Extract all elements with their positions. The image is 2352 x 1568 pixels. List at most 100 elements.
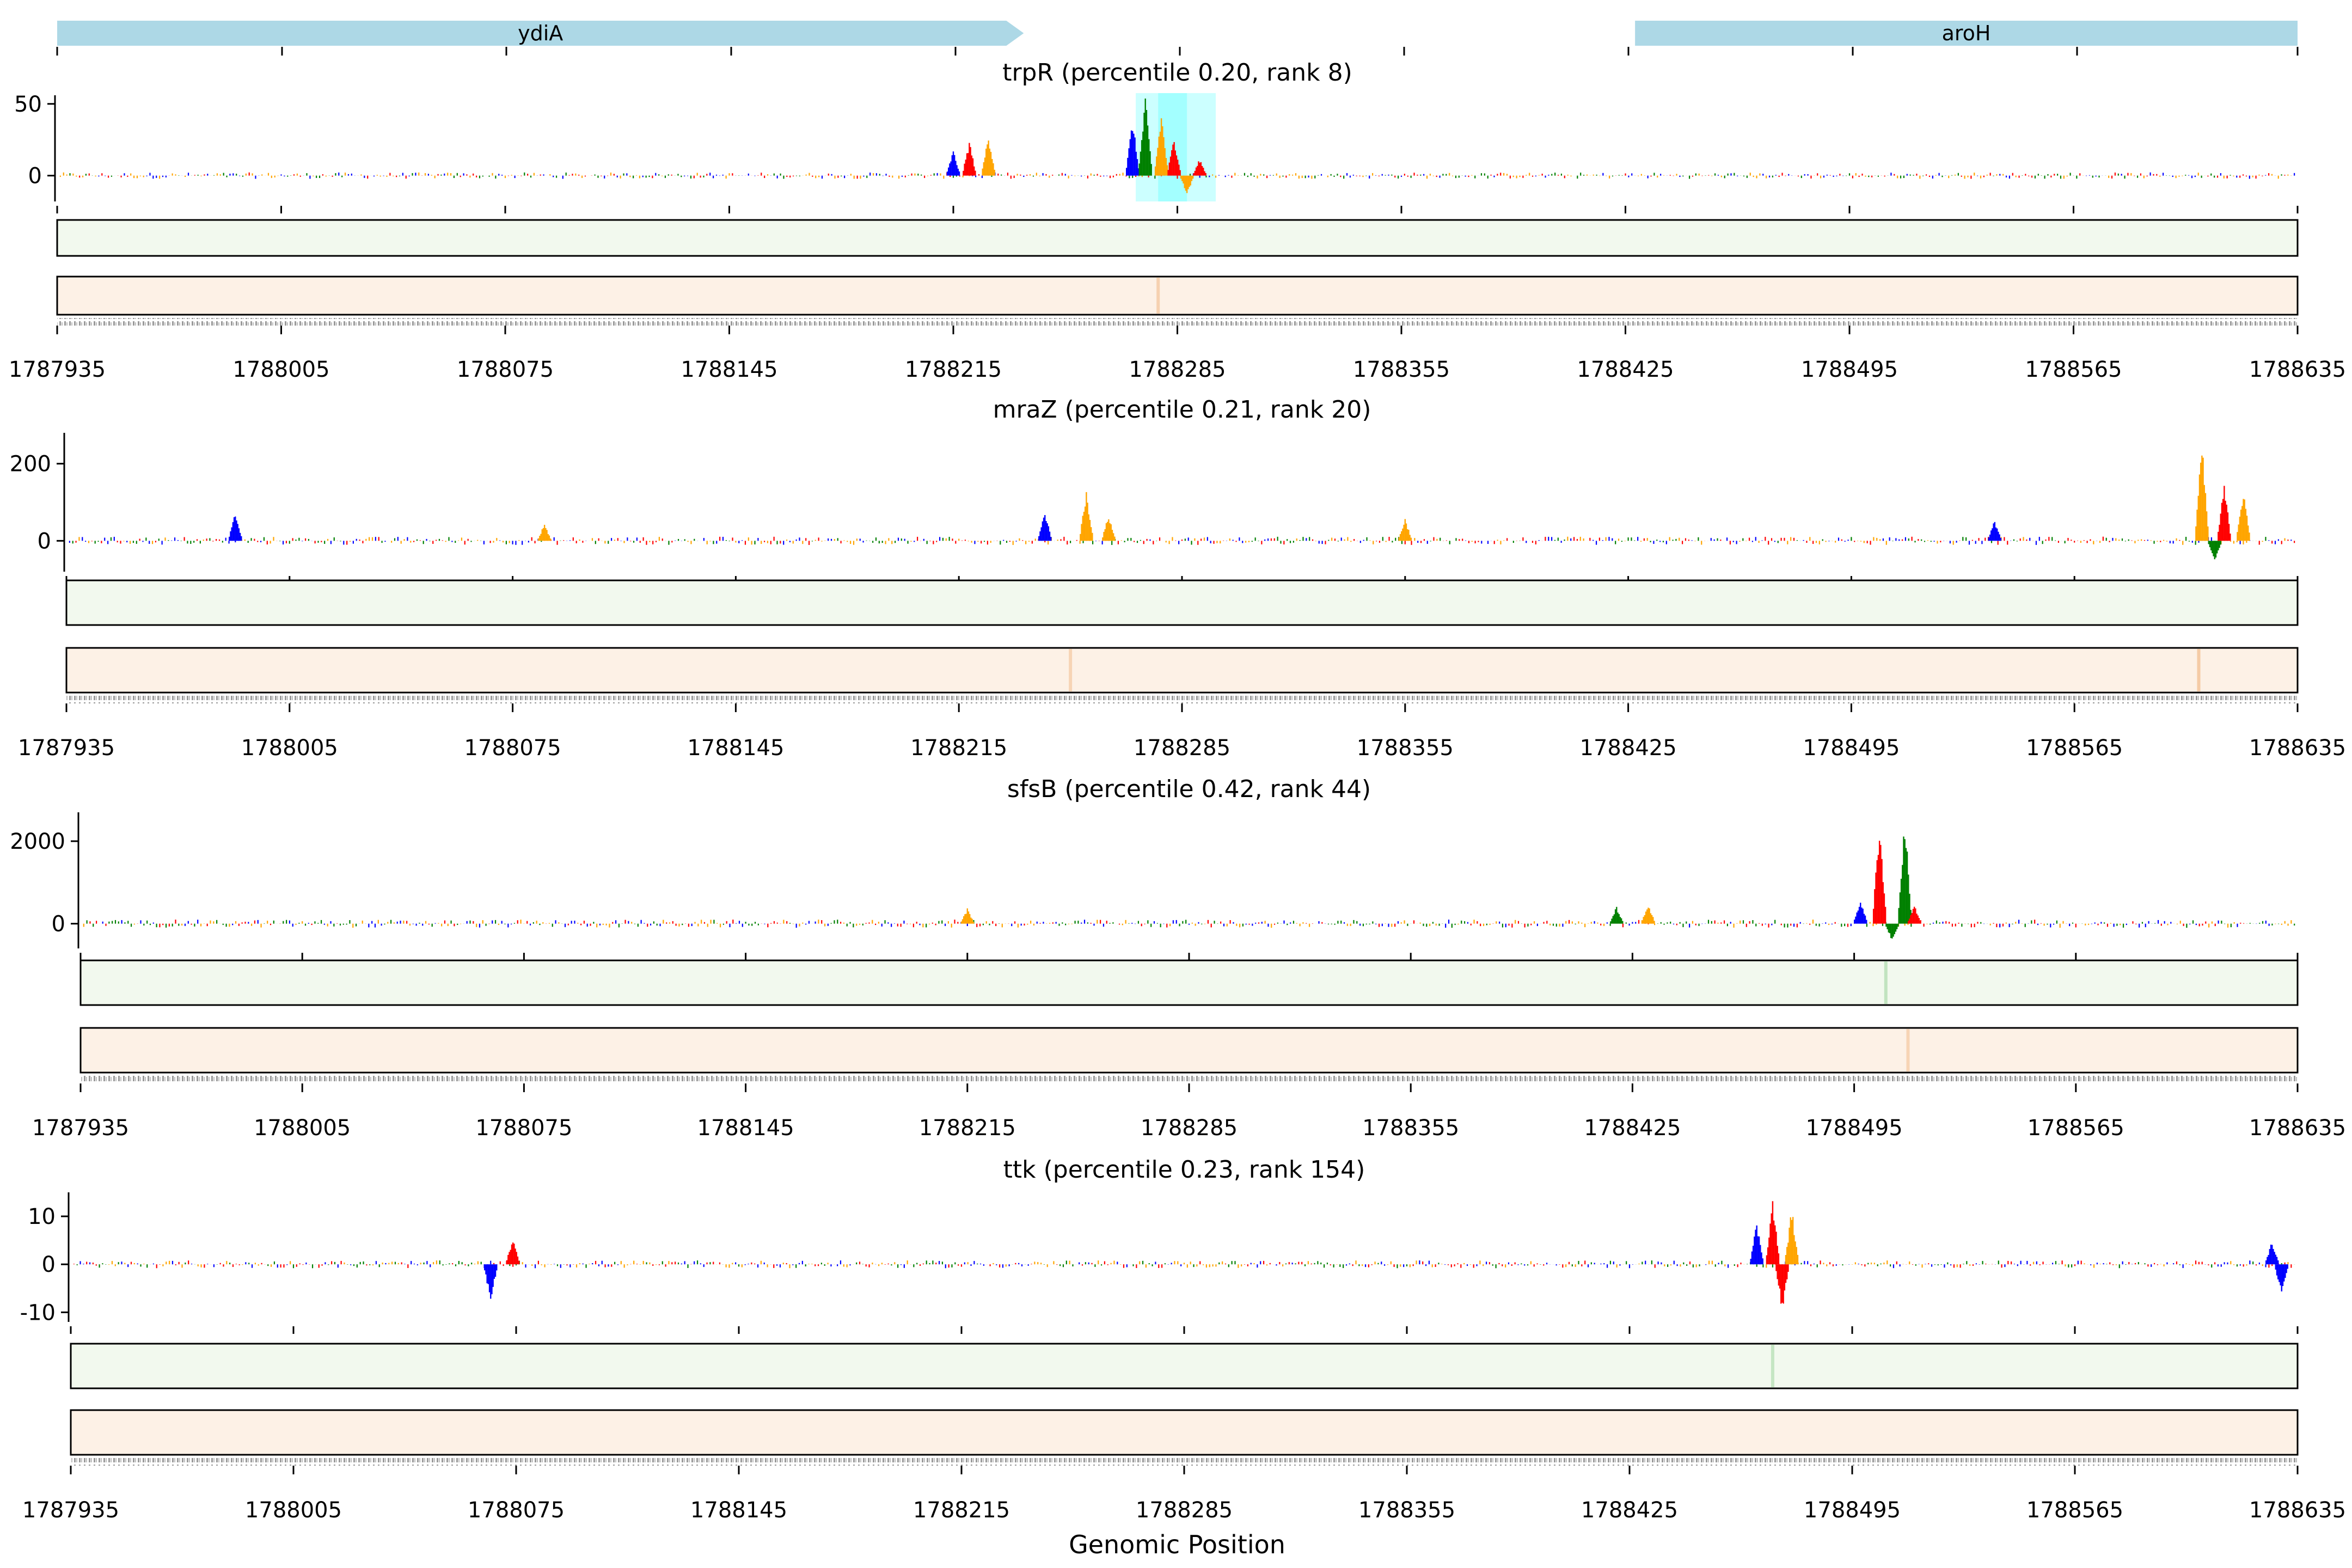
- y-tick-label: 10: [28, 1204, 56, 1229]
- track-highlights: [1884, 961, 1910, 1071]
- track-highlight-line: [1884, 961, 1888, 1004]
- panel-mraZ: mraZ (percentile 0.21, rank 20) 200 0 17…: [10, 396, 2346, 761]
- x-tick-label: 1788075: [464, 736, 561, 761]
- y-axis: 200 0: [10, 452, 51, 554]
- x-tick-label: 1788075: [475, 1116, 572, 1141]
- panel-sfsB: sfsB (percentile 0.42, rank 44) 2000 0 1…: [10, 775, 2346, 1141]
- gene-annotation-track: ydiA aroH: [56, 21, 2299, 56]
- track-highlights: [1069, 649, 2201, 691]
- track-orange: [56, 275, 2299, 316]
- x-tick-label: 1788285: [1134, 736, 1230, 761]
- sequence-strip: [81, 1076, 2298, 1083]
- x-tick-label: 1788565: [2026, 736, 2123, 761]
- x-tick-label: 1788355: [1353, 357, 1450, 382]
- gene-arrow-ydiA: [57, 21, 1024, 46]
- sequence-strip: [57, 318, 2298, 326]
- sequence-strip: [71, 1458, 2298, 1466]
- x-tick-label: 1787935: [22, 1498, 119, 1523]
- x-tick-label: 1788215: [913, 1498, 1010, 1523]
- track-highlight-line: [1069, 649, 1073, 691]
- track-highlights: [1771, 1345, 1774, 1387]
- x-tick-label: 1787935: [18, 736, 115, 761]
- x-tick-label: 1788215: [910, 736, 1007, 761]
- y-tick-label: 0: [42, 1252, 56, 1277]
- x-tick-label: 1788145: [687, 736, 784, 761]
- attribution-plot: [57, 433, 2299, 712]
- x-tick-label: 1788285: [1141, 1116, 1238, 1141]
- track-green: [65, 579, 2299, 626]
- x-tick-label: 1788215: [919, 1116, 1016, 1141]
- y-tick-label: 200: [10, 452, 51, 477]
- track-highlight-line: [1156, 278, 1160, 314]
- x-tick-label: 1788355: [1358, 1498, 1455, 1523]
- panel-title: trpR (percentile 0.20, rank 8): [1002, 59, 1352, 87]
- x-tick-label: 1788215: [905, 357, 1002, 382]
- track-green: [56, 219, 2299, 257]
- track-orange: [65, 647, 2299, 694]
- gene-ydiA: ydiA: [57, 21, 1024, 46]
- x-tick-label: 1787935: [9, 357, 106, 382]
- x-tick-label: 1788005: [254, 1116, 351, 1141]
- x-axis: 1787935 1788005 1788075 1788145 1788215 …: [32, 1116, 2346, 1141]
- x-tick-label: 1788005: [232, 357, 329, 382]
- x-tick-label: 1788635: [2249, 1116, 2346, 1141]
- gene-row-ticks: [56, 47, 2299, 56]
- x-tick-label: 1788565: [2028, 1116, 2124, 1141]
- x-tick-label: 1788635: [2249, 357, 2346, 382]
- panel-title: ttk (percentile 0.23, rank 154): [1003, 1156, 1365, 1184]
- y-tick-label: 0: [38, 529, 51, 554]
- track-highlights: [1156, 278, 1160, 314]
- attribution-plot: [47, 93, 2299, 334]
- x-tick-label: 1788495: [1804, 1498, 1901, 1523]
- track-highlight-line: [1771, 1345, 1774, 1387]
- y-axis: 50 0: [14, 92, 42, 189]
- panel-trpR: trpR (percentile 0.20, rank 8) 50 0 1787…: [9, 59, 2346, 382]
- track-highlight-line: [2197, 649, 2201, 691]
- x-tick-label: 1788565: [2026, 1498, 2123, 1523]
- x-tick-label: 1788355: [1362, 1116, 1459, 1141]
- y-tick-label: 50: [14, 92, 42, 117]
- x-axis: 1787935 1788005 1788075 1788145 1788215 …: [22, 1498, 2346, 1523]
- sequence-strip: [66, 696, 2298, 703]
- x-tick-label: 1788145: [690, 1498, 787, 1523]
- y-tick-label: 0: [28, 164, 42, 189]
- x-tick-label: 1788635: [2249, 736, 2346, 761]
- x-axis: 1787935 1788005 1788075 1788145 1788215 …: [18, 736, 2346, 761]
- y-tick-label: 2000: [10, 829, 65, 854]
- x-tick-label: 1788075: [457, 357, 554, 382]
- x-tick-label: 1788495: [1803, 736, 1900, 761]
- x-tick-label: 1788005: [241, 736, 338, 761]
- x-tick-label: 1788495: [1801, 357, 1898, 382]
- x-tick-label: 1788565: [2025, 357, 2122, 382]
- track-orange: [70, 1409, 2299, 1456]
- gene-label-ydiA: ydiA: [518, 21, 563, 45]
- x-tick-label: 1788425: [1584, 1116, 1681, 1141]
- panel-title: sfsB (percentile 0.42, rank 44): [1007, 775, 1371, 803]
- y-tick-label: -10: [20, 1300, 56, 1325]
- x-tick-label: 1788145: [697, 1116, 794, 1141]
- x-tick-label: 1788285: [1129, 357, 1226, 382]
- y-axis: 10 0 -10: [20, 1204, 56, 1325]
- track-green: [70, 1343, 2299, 1389]
- x-tick-label: 1788425: [1577, 357, 1674, 382]
- x-tick-label: 1788145: [681, 357, 777, 382]
- x-tick-label: 1788425: [1580, 736, 1677, 761]
- attribution-plot: [71, 812, 2299, 1092]
- x-tick-label: 1788355: [1357, 736, 1454, 761]
- x-tick-label: 1787935: [32, 1116, 129, 1141]
- track-orange: [79, 1027, 2299, 1074]
- x-tick-label: 1788285: [1136, 1498, 1233, 1523]
- attribution-plot: [61, 1192, 2299, 1474]
- x-tick-label: 1788635: [2249, 1498, 2346, 1523]
- gene-label-aroH: aroH: [1942, 21, 1991, 45]
- x-tick-label: 1788075: [468, 1498, 565, 1523]
- x-tick-label: 1788005: [245, 1498, 342, 1523]
- track-highlight-line: [1906, 1029, 1910, 1071]
- x-axis: 1787935 1788005 1788075 1788145 1788215 …: [9, 357, 2346, 382]
- y-tick-label: 0: [52, 912, 65, 937]
- x-axis-title: Genomic Position: [1069, 1530, 1285, 1559]
- gene-aroH: aroH: [1635, 21, 2298, 46]
- y-axis: 2000 0: [10, 829, 65, 937]
- panel-ttk: ttk (percentile 0.23, rank 154) 10 0 -10…: [20, 1156, 2346, 1523]
